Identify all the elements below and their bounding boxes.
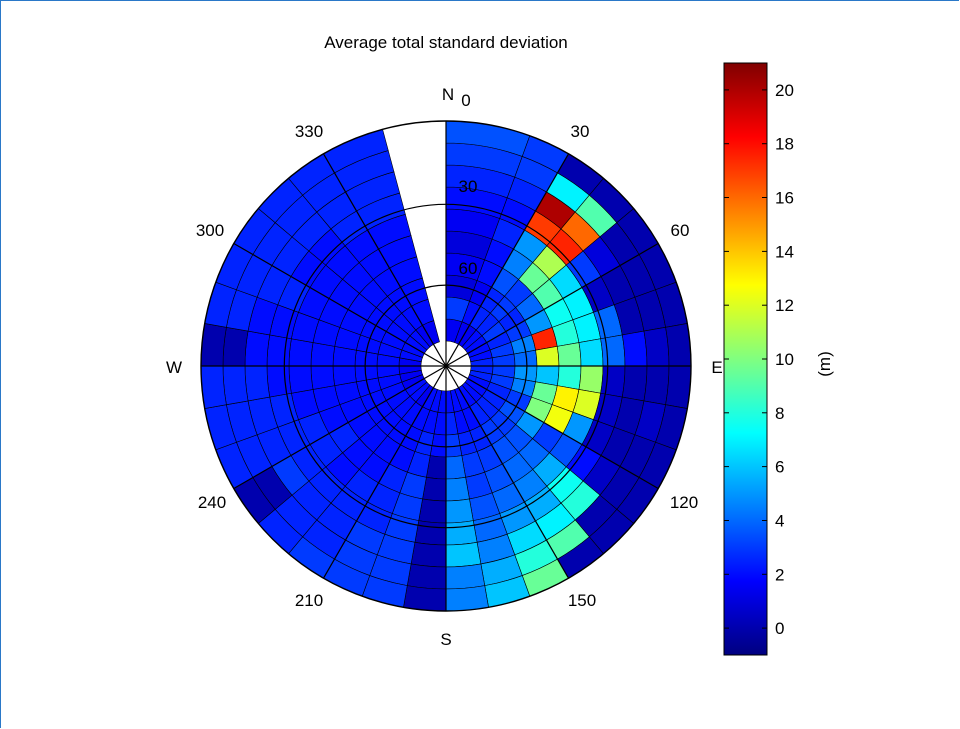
polar-cell-25-5 bbox=[288, 365, 314, 394]
polar-cell-16-4 bbox=[445, 476, 470, 502]
direction-south: S bbox=[440, 630, 451, 649]
polar-cell-26-7 bbox=[244, 330, 271, 367]
chart-title: Average total standard deviation bbox=[324, 33, 568, 52]
polar-cell-25-9 bbox=[200, 365, 227, 409]
polar-cells bbox=[200, 120, 692, 612]
polar-cell-8-5 bbox=[578, 365, 604, 394]
angle-tick-330: 330 bbox=[295, 122, 323, 141]
polar-cell-26-6 bbox=[266, 334, 292, 367]
polar-cell-17-4 bbox=[422, 476, 447, 502]
colorbar-gradient bbox=[723, 62, 768, 656]
angle-tick-300: 300 bbox=[196, 221, 224, 240]
polar-grid bbox=[200, 120, 692, 612]
polar-cell-7-4 bbox=[556, 342, 582, 367]
colorbar-label-10: 10 bbox=[775, 350, 794, 369]
polar-cell-8-8 bbox=[643, 365, 670, 406]
angle-tick-150: 150 bbox=[568, 591, 596, 610]
direction-north: N bbox=[442, 85, 454, 104]
polar-labels: 0 30 60 120 150 210 240 300 330 30 60 N S E W bbox=[166, 85, 723, 649]
angle-tick-30: 30 bbox=[571, 122, 590, 141]
colorbar-label-16: 16 bbox=[775, 189, 794, 208]
angle-tick-240: 240 bbox=[198, 493, 226, 512]
polar-cell-25-3 bbox=[332, 365, 357, 386]
polar-cell-7-7 bbox=[621, 330, 648, 367]
colorbar-unit-label: (m) bbox=[815, 351, 834, 376]
polar-cell-7-3 bbox=[535, 346, 560, 367]
polar-cell-7-8 bbox=[643, 326, 670, 367]
polar-cell-16-3 bbox=[445, 455, 466, 480]
polar-cell-8-9 bbox=[665, 365, 692, 409]
colorbar-label-2: 2 bbox=[775, 565, 784, 584]
polar-cell-16-6 bbox=[445, 520, 478, 546]
polar-cell-17-6 bbox=[414, 520, 447, 546]
polar-cell-17-9 bbox=[403, 585, 447, 612]
angle-tick-120: 120 bbox=[670, 493, 698, 512]
colorbar: 0 2 4 6 8 10 12 14 16 18 20 (m) bbox=[723, 62, 834, 656]
polar-cell-16-7 bbox=[445, 541, 482, 568]
polar-cell-8-6 bbox=[600, 365, 626, 398]
polar-cell-25-7 bbox=[244, 365, 271, 402]
polar-cell-26-9 bbox=[200, 323, 227, 367]
polar-cell-26-8 bbox=[222, 326, 249, 367]
angle-tick-210: 210 bbox=[295, 591, 323, 610]
polar-cell-16-5 bbox=[445, 498, 474, 524]
polar-cell-25-6 bbox=[266, 365, 292, 398]
polar-cell-25-4 bbox=[310, 365, 336, 390]
radial-tick-30: 30 bbox=[459, 177, 478, 196]
polar-cell-25-8 bbox=[222, 365, 249, 406]
polar-cell-7-5 bbox=[578, 338, 604, 367]
polar-cell-17-5 bbox=[418, 498, 447, 524]
polar-cell-16-9 bbox=[445, 585, 489, 612]
polar-cell-17-8 bbox=[406, 563, 447, 590]
polar-cell-16-8 bbox=[445, 563, 486, 590]
colorbar-label-12: 12 bbox=[775, 296, 794, 315]
colorbar-label-0: 0 bbox=[775, 619, 784, 638]
direction-east: E bbox=[711, 358, 722, 377]
radial-tick-60: 60 bbox=[459, 259, 478, 278]
angle-tick-60: 60 bbox=[671, 221, 690, 240]
colorbar-label-8: 8 bbox=[775, 404, 784, 423]
polar-cell-8-4 bbox=[556, 365, 582, 390]
polar-cell-7-9 bbox=[665, 323, 692, 367]
grid-spoke-150 bbox=[322, 153, 570, 579]
colorbar-label-4: 4 bbox=[775, 512, 784, 531]
colorbar-label-6: 6 bbox=[775, 458, 784, 477]
polar-cell-17-7 bbox=[410, 541, 447, 568]
angle-tick-0: 0 bbox=[461, 91, 470, 110]
polar-cell-7-6 bbox=[600, 334, 626, 367]
direction-west: W bbox=[166, 358, 182, 377]
colorbar-label-18: 18 bbox=[775, 135, 794, 154]
colorbar-label-20: 20 bbox=[775, 81, 794, 100]
polar-cell-26-5 bbox=[288, 338, 314, 367]
polar-cell-26-4 bbox=[310, 342, 336, 367]
polar-cell-8-7 bbox=[621, 365, 648, 402]
colorbar-label-14: 14 bbox=[775, 242, 794, 261]
